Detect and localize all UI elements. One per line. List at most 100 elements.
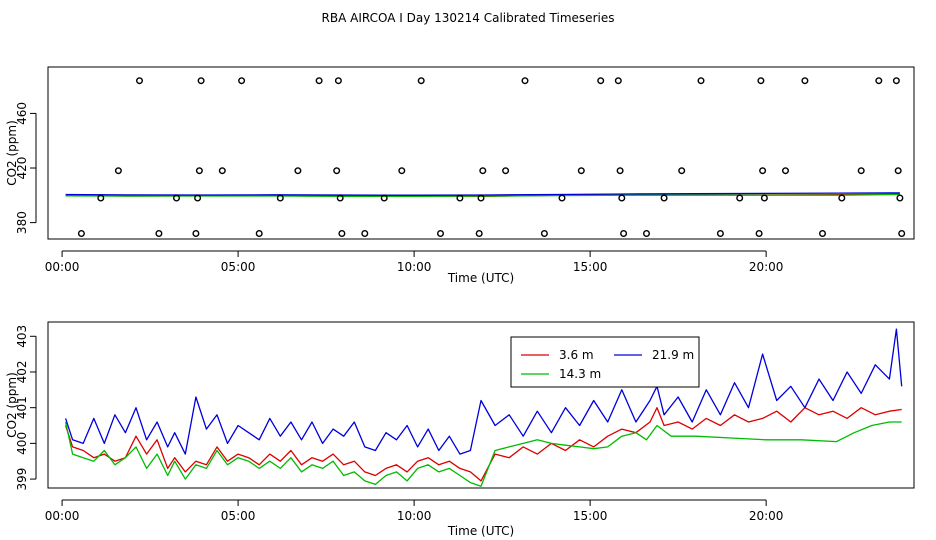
data-point: [620, 229, 628, 237]
bottom-x-label: Time (UTC): [447, 524, 514, 538]
data-point: [333, 167, 341, 175]
y-tick-label: 400: [15, 432, 29, 455]
data-point: [678, 167, 686, 175]
y-tick-label: 402: [15, 361, 29, 384]
data-point: [597, 77, 605, 85]
data-point: [456, 194, 464, 202]
y-tick-label: 401: [15, 396, 29, 419]
legend-label-3-6m: 3.6 m: [559, 348, 594, 362]
x-tick-label: 10:00: [397, 509, 432, 523]
data-point: [155, 229, 163, 237]
top-x-axis: 00:00 05:00 10:00 15:00 20:00: [45, 250, 784, 274]
data-point: [618, 194, 626, 202]
data-point: [197, 77, 205, 85]
data-point: [77, 229, 85, 237]
data-point: [577, 167, 585, 175]
data-point: [255, 229, 263, 237]
data-point: [502, 167, 510, 175]
data-point: [172, 194, 180, 202]
data-point: [697, 77, 705, 85]
data-point: [114, 167, 122, 175]
data-point: [192, 229, 200, 237]
data-point: [334, 77, 342, 85]
bottom-panel: 00:00 05:00 10:00 15:00 20:00 399 400 401 402 40…: [5, 321, 915, 538]
data-point: [97, 194, 105, 202]
x-tick-label: 20:00: [749, 509, 784, 523]
series-line-14-3-m: [64, 421, 902, 487]
top-outlier-points: [77, 77, 906, 237]
x-tick-label: 15:00: [573, 260, 608, 274]
top-x-label: Time (UTC): [447, 271, 514, 285]
x-tick-label: 20:00: [749, 260, 784, 274]
legend: 3.6 m 14.3 m 21.9 m: [510, 336, 700, 388]
data-point: [892, 77, 900, 85]
bottom-plot-frame: [47, 321, 915, 489]
top-y-axis: 380 420 460: [15, 102, 37, 234]
data-point: [238, 77, 246, 85]
data-point: [757, 77, 765, 85]
bottom-series-lines: [64, 328, 903, 487]
data-point: [782, 167, 790, 175]
data-point: [540, 229, 548, 237]
data-point: [361, 229, 369, 237]
x-tick-label: 05:00: [221, 260, 256, 274]
data-point: [521, 77, 529, 85]
data-point: [896, 194, 904, 202]
data-point: [194, 194, 202, 202]
x-tick-label: 05:00: [221, 509, 256, 523]
data-point: [477, 194, 485, 202]
data-point: [380, 194, 388, 202]
bottom-y-label: CO2 (ppm): [5, 372, 19, 438]
top-panel: 00:00 05:00 10:00 15:00 20:00 380 420 460 Time…: [5, 66, 915, 285]
y-tick-label: 420: [15, 157, 29, 180]
legend-label-21-9m: 21.9 m: [652, 348, 694, 362]
data-point: [875, 77, 883, 85]
data-point: [315, 77, 323, 85]
legend-label-14-3m: 14.3 m: [559, 367, 601, 381]
data-point: [195, 167, 203, 175]
legend-box: [510, 336, 700, 388]
data-point: [437, 229, 445, 237]
data-point: [755, 229, 763, 237]
data-point: [857, 167, 865, 175]
y-tick-label: 403: [15, 325, 29, 348]
series-line-21-9-m: [65, 192, 900, 196]
x-tick-label: 10:00: [397, 260, 432, 274]
data-point: [819, 229, 827, 237]
data-point: [276, 194, 284, 202]
data-point: [218, 167, 226, 175]
data-point: [760, 194, 768, 202]
data-point: [894, 167, 902, 175]
data-point: [716, 229, 724, 237]
top-plot-frame: [47, 66, 915, 240]
data-point: [479, 167, 487, 175]
data-point: [294, 167, 302, 175]
bottom-x-axis: 00:00 05:00 10:00 15:00 20:00: [45, 499, 784, 523]
data-point: [736, 194, 744, 202]
data-point: [838, 194, 846, 202]
bottom-y-axis: 399 400 401 402 403: [15, 325, 37, 491]
data-point: [336, 194, 344, 202]
y-tick-label: 460: [15, 102, 29, 125]
x-tick-label: 00:00: [45, 260, 80, 274]
data-point: [616, 167, 624, 175]
data-point: [398, 167, 406, 175]
y-tick-label: 399: [15, 468, 29, 491]
data-point: [475, 229, 483, 237]
data-point: [660, 194, 668, 202]
data-point: [614, 77, 622, 85]
series-line-21-9-m: [64, 328, 903, 455]
data-point: [898, 229, 906, 237]
data-point: [801, 77, 809, 85]
data-point: [558, 194, 566, 202]
top-y-label: CO2 (ppm): [5, 120, 19, 186]
data-point: [643, 229, 651, 237]
data-point: [759, 167, 767, 175]
data-point: [135, 77, 143, 85]
series-line-3-6-m: [64, 407, 902, 482]
data-point: [417, 77, 425, 85]
figure-title: RBA AIRCOA I Day 130214 Calibrated Times…: [322, 11, 615, 25]
x-tick-label: 00:00: [45, 509, 80, 523]
x-tick-label: 15:00: [573, 509, 608, 523]
